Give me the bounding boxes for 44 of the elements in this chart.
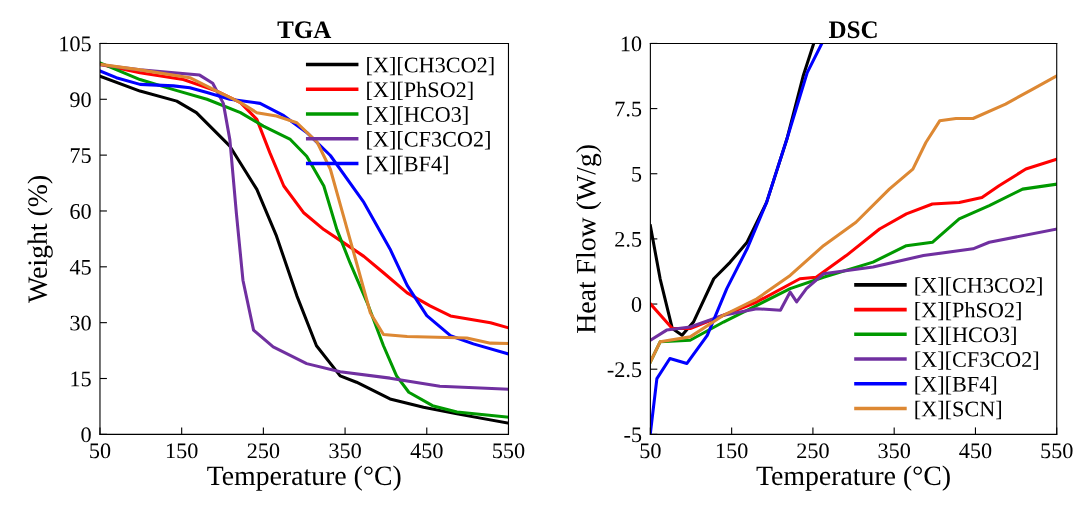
- y-tick-label: 5: [632, 166, 642, 182]
- x-tick-label: 550: [493, 443, 525, 459]
- legend-label: [X][PhSO2]: [367, 81, 473, 101]
- y-tick-label: 60: [70, 203, 91, 219]
- y-tick-label: 105: [60, 36, 91, 52]
- x-axis-title: Temperature (°C): [207, 465, 401, 491]
- x-tick-label: 150: [166, 443, 198, 459]
- y-tick-label: -5: [624, 427, 642, 443]
- y-tick-label: 7.5: [615, 101, 642, 117]
- y-tick-label: 90: [70, 92, 91, 108]
- x-tick-label: 250: [797, 443, 829, 459]
- y-tick-label: 10: [621, 36, 642, 52]
- chart-title: TGA: [277, 21, 332, 39]
- y-axis-title: Weight (%): [27, 176, 53, 303]
- legend-label: [X][PhSO2]: [915, 301, 1021, 321]
- y-tick-label: 30: [70, 315, 91, 331]
- x-tick-label: 50: [640, 443, 661, 459]
- x-tick-label: 450: [959, 443, 992, 459]
- legend-label: [X][HCO3]: [915, 326, 1016, 346]
- legend-label: [X][BF4]: [367, 155, 448, 175]
- x-tick-label: 50: [90, 443, 111, 459]
- y-axis-title: Heat Flow (W/g): [576, 145, 602, 333]
- legend-label: [X][CH3CO2]: [915, 277, 1042, 296]
- y-tick-label: 0: [81, 427, 91, 443]
- x-tick-label: 350: [878, 443, 910, 459]
- x-tick-label: 250: [247, 443, 280, 459]
- x-tick-label: 350: [329, 443, 361, 459]
- legend-label: [X][SCN]: [915, 400, 1002, 420]
- y-tick-label: 2.5: [615, 231, 642, 247]
- legend-label: [X][CF3CO2]: [915, 351, 1039, 370]
- y-tick-label: 45: [69, 259, 91, 275]
- x-tick-label: 150: [716, 443, 748, 459]
- y-tick-label: -2.5: [607, 362, 642, 378]
- y-tick-label: 75: [70, 148, 91, 164]
- legend-label: [X][CF3CO2]: [367, 131, 490, 150]
- y-tick-label: 15: [71, 371, 91, 387]
- legend-label: [X][HCO3]: [367, 106, 468, 125]
- x-axis-title: Temperature (°C): [756, 465, 950, 491]
- legend-label: [X][BF4]: [915, 376, 997, 395]
- x-tick-label: 550: [1041, 443, 1073, 459]
- y-tick-label: 0: [631, 296, 642, 312]
- x-tick-label: 450: [410, 443, 443, 459]
- legend-label: [X][CH3CO2]: [367, 56, 494, 76]
- chart-title: DSC: [828, 21, 877, 39]
